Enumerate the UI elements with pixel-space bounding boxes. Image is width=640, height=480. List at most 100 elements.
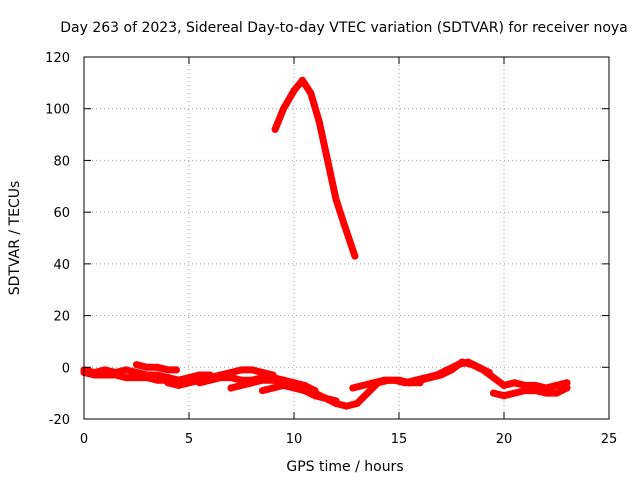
data-point	[553, 381, 560, 389]
data-point	[311, 389, 319, 397]
x-tick-label: 20	[496, 432, 513, 447]
data-point	[290, 384, 298, 392]
data-point	[340, 221, 348, 229]
y-tick-label: -20	[49, 413, 70, 428]
data-point	[542, 389, 550, 397]
data-point	[416, 376, 424, 384]
data-point	[521, 381, 529, 389]
series-line	[406, 358, 508, 389]
data-point	[532, 381, 539, 389]
data-point	[154, 363, 161, 371]
data-point	[563, 379, 571, 387]
data-point	[353, 400, 361, 407]
data-point	[164, 366, 172, 374]
data-point	[172, 366, 180, 374]
data-point	[259, 387, 266, 395]
x-tick-label: 15	[391, 432, 408, 447]
y-axis-label: SDTVAR / TECUs	[7, 181, 23, 296]
y-tick-label: 20	[53, 310, 70, 325]
data-point	[343, 402, 350, 410]
x-tick-label: 25	[601, 432, 618, 447]
data-point	[196, 379, 203, 387]
data-point	[185, 379, 193, 387]
data-point	[448, 366, 455, 374]
data-point	[406, 379, 413, 387]
y-tick-label: 80	[53, 154, 70, 169]
data-point	[217, 374, 224, 382]
data-point	[391, 376, 399, 384]
data-point	[122, 366, 130, 374]
data-point	[238, 366, 245, 374]
data-point	[511, 389, 518, 397]
data-point	[248, 366, 256, 374]
data-point	[511, 379, 518, 387]
x-tick-label: 10	[286, 432, 303, 447]
data-point	[332, 400, 340, 407]
chart-title: Day 263 of 2023, Sidereal Day-to-day VTE…	[60, 20, 628, 36]
x-axis-label: GPS time / hours	[286, 459, 403, 475]
data-point	[490, 374, 497, 382]
y-tick-label: 40	[53, 258, 70, 273]
data-point	[380, 376, 388, 384]
data-point	[542, 384, 550, 392]
data-point	[133, 374, 140, 382]
data-point	[164, 379, 172, 387]
data-point	[91, 371, 98, 379]
x-tick-label: 5	[185, 432, 193, 447]
data-point	[143, 374, 151, 382]
data-point	[298, 76, 306, 84]
data-point	[324, 156, 332, 164]
data-point	[101, 371, 109, 379]
data-point	[500, 392, 508, 400]
series-arc-high	[271, 76, 359, 260]
data-point	[248, 379, 256, 387]
y-tick-label: 100	[45, 103, 70, 118]
y-tick-label: 120	[45, 51, 70, 66]
data-point	[553, 389, 560, 397]
data-point	[175, 381, 182, 389]
data-point	[227, 384, 235, 392]
data-point	[370, 379, 378, 387]
data-point	[143, 363, 151, 371]
data-point	[227, 374, 235, 382]
series-arc-3	[133, 361, 180, 374]
series-arc-2	[80, 369, 172, 384]
data-point	[349, 384, 357, 392]
y-tick-label: 60	[53, 206, 70, 221]
y-tick-label: 0	[62, 361, 70, 376]
data-point	[359, 381, 367, 389]
data-point	[280, 105, 287, 113]
data-point	[351, 252, 359, 260]
data-point	[490, 389, 497, 397]
axis-ticks: 0 5 10 15 20 25 -20 0 20 40 60 80 100 120	[45, 51, 617, 447]
data-point	[271, 125, 279, 133]
data-point	[269, 384, 277, 392]
data-point	[469, 361, 476, 369]
data-point	[122, 374, 130, 382]
data-point	[290, 87, 298, 95]
data-point	[500, 381, 508, 389]
series-line	[271, 76, 359, 260]
data-point	[112, 371, 119, 379]
data-point	[458, 358, 466, 366]
data-point	[269, 376, 277, 384]
data-point	[259, 376, 266, 384]
data-point	[133, 361, 140, 369]
data-point	[322, 394, 329, 402]
data-point	[238, 381, 245, 389]
data-marks	[80, 76, 571, 410]
data-point	[437, 371, 445, 379]
data-point	[315, 118, 323, 126]
data-point	[154, 376, 161, 384]
data-point	[307, 89, 315, 97]
data-point	[479, 366, 487, 374]
plot-frame	[83, 56, 610, 420]
data-point	[364, 389, 371, 397]
data-point	[427, 374, 434, 382]
x-tick-label: 0	[80, 432, 88, 447]
data-point	[280, 381, 287, 389]
series-arc-11	[500, 379, 571, 392]
data-point	[301, 387, 308, 395]
